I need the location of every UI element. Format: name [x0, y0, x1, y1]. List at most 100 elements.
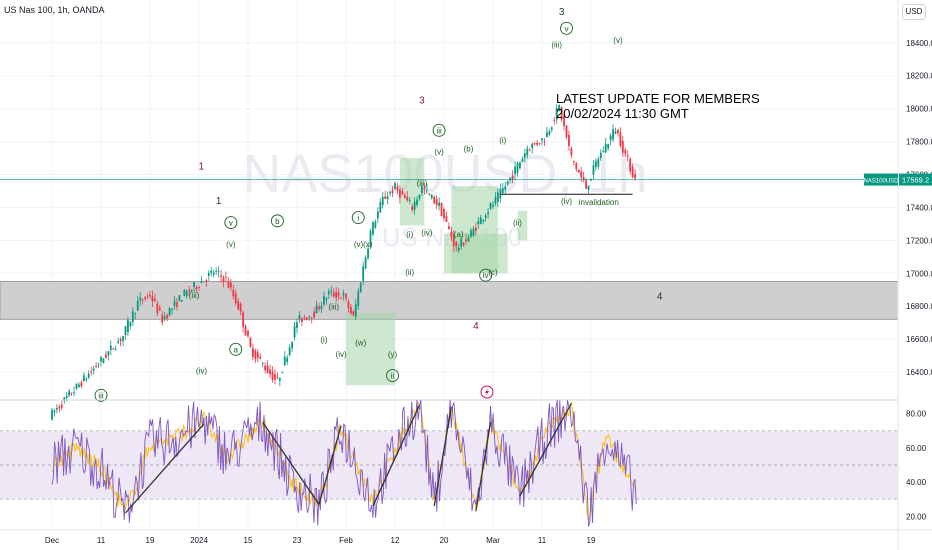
- candle-body: [227, 281, 230, 288]
- candle: [389, 190, 391, 197]
- candle: [521, 156, 524, 163]
- candle: [585, 178, 587, 190]
- candle: [416, 195, 418, 208]
- candle-body: [401, 191, 404, 195]
- candle: [455, 240, 458, 252]
- candle-body: [421, 186, 423, 193]
- candle-body: [354, 304, 357, 318]
- candle-body: [602, 151, 605, 153]
- alert-lightning-icon: [480, 385, 494, 399]
- candle: [523, 148, 526, 163]
- chart-title: US Nas 100, 1h, OANDA: [4, 5, 105, 15]
- wave-label-circle: [432, 123, 446, 137]
- currency-button[interactable]: USD: [902, 4, 926, 20]
- candle: [487, 208, 489, 219]
- candle: [435, 195, 438, 210]
- candle: [572, 160, 575, 166]
- candle: [222, 275, 225, 288]
- candle: [438, 197, 440, 211]
- candle-body: [305, 317, 308, 321]
- candle-body: [70, 393, 73, 395]
- candle-body: [90, 371, 93, 373]
- candle-body: [87, 373, 90, 378]
- candle: [543, 137, 546, 147]
- candle-body: [425, 189, 428, 191]
- candle-body: [374, 221, 377, 228]
- candle: [171, 308, 173, 315]
- candle-body: [252, 348, 254, 357]
- candle: [357, 288, 360, 310]
- candle: [151, 290, 154, 308]
- candle: [384, 190, 387, 200]
- candle: [448, 222, 450, 230]
- candle: [102, 357, 105, 364]
- candle: [51, 407, 53, 421]
- candle: [215, 267, 218, 275]
- candle: [340, 296, 342, 299]
- wave-label: (iii): [417, 179, 428, 188]
- candle: [474, 222, 477, 236]
- candle-body: [504, 186, 507, 190]
- candle-body: [558, 105, 561, 110]
- candle: [614, 127, 617, 135]
- candle-body: [261, 363, 264, 364]
- candle: [538, 143, 541, 146]
- time-tick-label: 11: [97, 536, 106, 545]
- wave-label-circle: [270, 214, 284, 228]
- wave-label: 1: [216, 196, 222, 207]
- candle-body: [298, 315, 301, 320]
- wave-label: (iii): [189, 291, 200, 300]
- wave-label: iii: [436, 126, 442, 135]
- candle: [217, 266, 220, 278]
- candle: [232, 285, 235, 300]
- candle: [531, 142, 534, 154]
- candle: [457, 243, 460, 254]
- candle: [288, 344, 291, 357]
- candle-body: [203, 281, 205, 283]
- candle: [156, 300, 159, 317]
- candle-body: [619, 132, 622, 147]
- candle: [592, 160, 595, 180]
- candle: [411, 203, 414, 213]
- candle-body: [166, 314, 169, 319]
- candle-body: [487, 212, 489, 215]
- candle-body: [575, 163, 578, 170]
- candle: [109, 340, 112, 356]
- candle-body: [543, 142, 546, 143]
- candle: [112, 347, 115, 351]
- candle: [185, 289, 188, 299]
- candle-body: [229, 282, 232, 288]
- candle: [205, 278, 208, 287]
- candle-body: [131, 311, 134, 322]
- time-tick-label: Mar: [486, 536, 500, 545]
- rsi-trendline: [262, 421, 320, 505]
- candle-body: [440, 203, 443, 217]
- candle: [254, 348, 257, 363]
- candle: [323, 291, 325, 307]
- candle: [256, 348, 259, 363]
- candle: [624, 147, 627, 157]
- time-tick-label: Feb: [339, 536, 353, 545]
- candle-body: [256, 352, 259, 358]
- candle-body: [161, 314, 164, 323]
- candle: [619, 127, 622, 148]
- candle: [274, 369, 276, 385]
- candle-body: [621, 140, 624, 153]
- candle-body: [479, 217, 482, 225]
- wave-label: 1: [199, 162, 205, 173]
- candle-body: [114, 348, 117, 350]
- candle-body: [53, 410, 56, 413]
- candle-body: [428, 193, 431, 195]
- candle-body: [134, 312, 137, 314]
- candle-body: [73, 391, 75, 394]
- candle: [595, 158, 597, 171]
- candle-body: [452, 235, 455, 246]
- candle: [239, 301, 242, 316]
- candle-body: [97, 364, 100, 366]
- candle-body: [592, 165, 595, 175]
- candle-body: [151, 296, 154, 302]
- wave-label: 4: [473, 321, 479, 332]
- candle-body: [511, 175, 514, 180]
- candle: [278, 377, 281, 387]
- candle: [227, 276, 230, 289]
